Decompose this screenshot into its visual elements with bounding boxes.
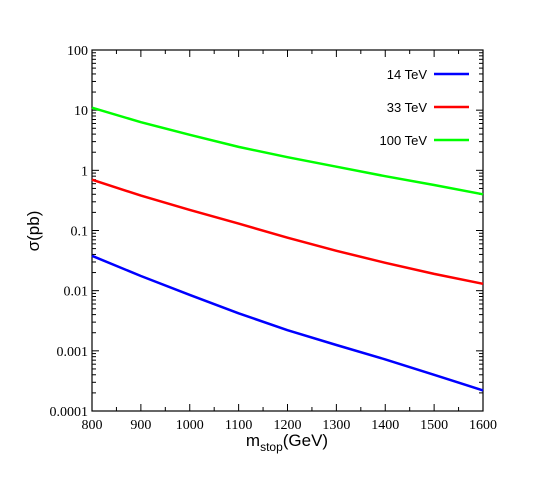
x-axis-label-unit: (GeV) — [283, 431, 328, 450]
x-tick-label: 1600 — [469, 418, 497, 433]
legend-label: 14 TeV — [387, 67, 428, 82]
y-tick-label: 10 — [74, 104, 88, 119]
x-tick-label: 900 — [130, 418, 151, 433]
x-tick-label: 800 — [82, 418, 103, 433]
y-tick-label: 100 — [67, 44, 88, 59]
y-tick-label: 0.1 — [71, 225, 89, 240]
y-axis-label: σ(pb) — [24, 211, 43, 252]
x-tick-label: 1400 — [371, 418, 399, 433]
x-tick-label: 1300 — [322, 418, 350, 433]
y-tick-label: 0.001 — [57, 345, 89, 360]
legend-label: 33 TeV — [387, 100, 428, 115]
axis-ticks: 800 900 1000 1100 1200 1300 1400 1500 1600 100 10 1… — [50, 44, 498, 433]
x-tick-label: 1000 — [176, 418, 204, 433]
x-axis-label-main: m — [246, 431, 260, 450]
series-lines — [91, 106, 484, 392]
legend-label: 100 TeV — [380, 133, 428, 148]
y-tick-label: 1 — [81, 164, 88, 179]
y-tick-label: 0.0001 — [50, 405, 89, 420]
series-line-33-tev — [91, 178, 484, 286]
x-axis-label-sub: stop — [260, 440, 283, 454]
series-line-14-tev — [91, 254, 484, 392]
series-line-100-tev — [91, 106, 484, 196]
x-tick-label: 1500 — [420, 418, 448, 433]
x-tick-label: 1200 — [274, 418, 302, 433]
x-tick-label: 1100 — [225, 418, 252, 433]
y-tick-label: 0.01 — [64, 285, 89, 300]
x-axis-label: mstop(GeV) — [246, 431, 328, 454]
legend: 14 TeV 33 TeV 100 TeV — [380, 67, 469, 148]
